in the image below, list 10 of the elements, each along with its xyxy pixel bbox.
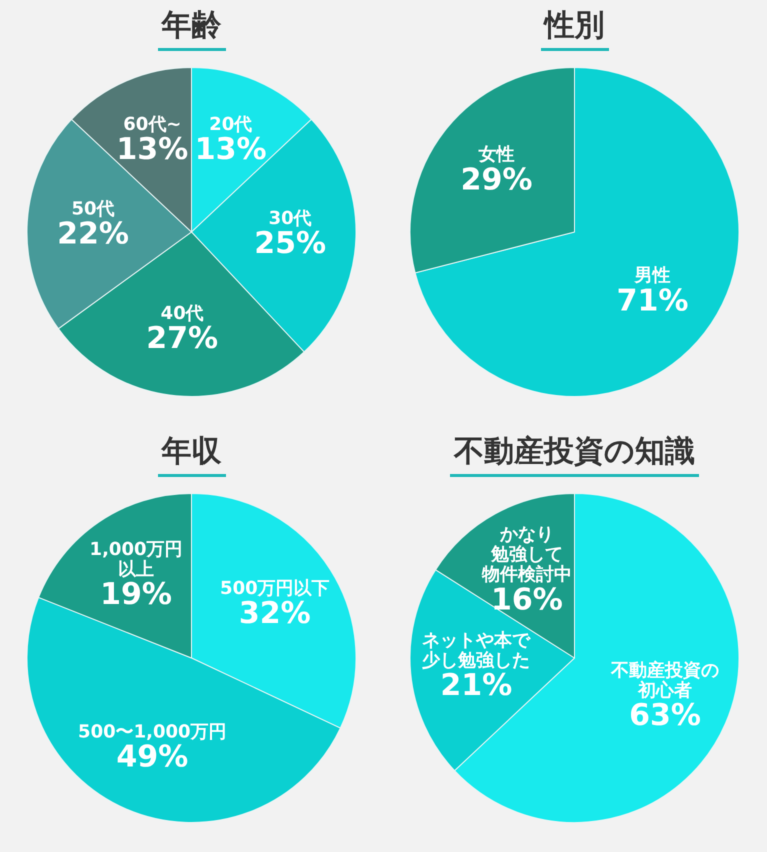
- data-label: 21%: [440, 668, 512, 704]
- slice-label: 50代: [71, 198, 115, 220]
- chart-title: 性別: [540, 8, 608, 51]
- chart-title: 不動産投資の知識: [450, 434, 699, 477]
- data-label: 27%: [146, 321, 218, 356]
- data-label: 22%: [57, 216, 129, 252]
- slice-label: ネットや本で少し勉強した: [422, 630, 532, 671]
- slice-label: 40代: [160, 302, 204, 324]
- chart-title: 年齢: [158, 8, 226, 51]
- chart-title: 年収: [158, 434, 226, 477]
